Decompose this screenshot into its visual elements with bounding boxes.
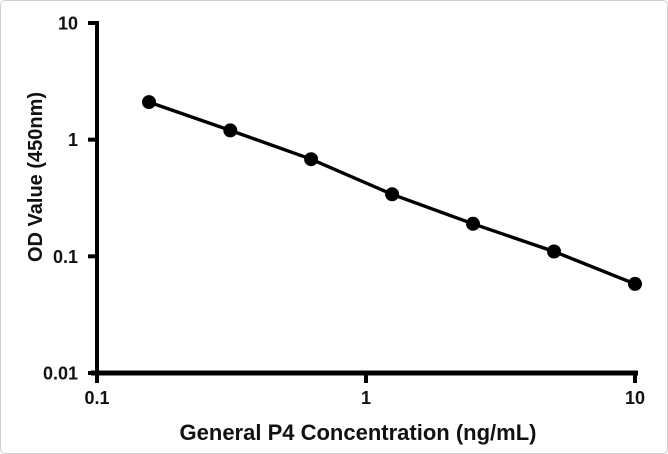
y-tick-label: 0.01	[43, 364, 78, 384]
data-point	[466, 216, 480, 231]
data-point	[223, 123, 238, 138]
x-tick-label: 10	[625, 388, 645, 408]
x-axis-title: General P4 Concentration (ng/mL)	[180, 420, 537, 445]
data-point	[628, 276, 642, 291]
data-point	[304, 152, 319, 167]
data-point	[142, 95, 156, 110]
plot-area: 10 1 0.1 0.01 0.1 1 10	[43, 14, 645, 409]
y-tick-label: 0.1	[53, 247, 78, 267]
x-tick-label: 1	[361, 388, 371, 408]
data-point	[547, 244, 561, 259]
y-tick-label: 1	[68, 130, 78, 150]
x-tick-label: 0.1	[84, 388, 109, 408]
y-axis-title: OD Value (450nm)	[25, 92, 47, 262]
y-tick-label: 10	[58, 14, 78, 34]
data-point	[385, 187, 400, 202]
